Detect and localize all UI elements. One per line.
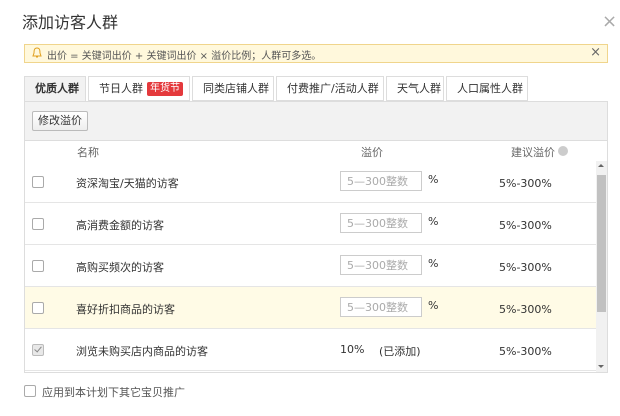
table-body: 资深淘宝/天猫的访客 5—300整数% 5%-300% 高消费金额的访客 5—300整数…	[24, 161, 597, 372]
column-header: 名称	[77, 146, 99, 159]
scrollbar[interactable]	[596, 161, 608, 372]
tab-bar: 优质人群 节日人群 年货节 同类店铺人群 付费推广/活动人群 天气人群 人口属性人群	[24, 76, 608, 102]
notice-close[interactable]: ×	[590, 45, 601, 60]
tab-label: 节日人群	[99, 82, 143, 95]
toolbar: 修改溢价	[24, 101, 608, 140]
bell-icon	[32, 47, 42, 58]
tab-label: 天气人群	[397, 82, 441, 95]
premium-input[interactable]: 5—300整数	[340, 213, 422, 233]
row-checkbox[interactable]	[32, 302, 44, 314]
row-checkbox[interactable]	[32, 260, 44, 272]
column-header: 建议溢价	[511, 146, 555, 159]
row-name: 资深淘宝/天猫的访客	[76, 177, 179, 190]
edit-premium-button[interactable]: 修改溢价	[32, 111, 88, 131]
table-bottom	[24, 372, 608, 373]
suggested-premium: 5%-300%	[499, 261, 552, 274]
footer-checkbox[interactable]	[24, 385, 36, 397]
premium-input[interactable]: 5—300整数	[340, 255, 422, 275]
row-checkbox[interactable]	[32, 218, 44, 230]
tab[interactable]: 付费推广/活动人群	[276, 76, 384, 101]
tab[interactable]: 节日人群 年货节	[88, 76, 190, 101]
tab[interactable]: 优质人群	[24, 76, 86, 101]
premium-input[interactable]: 5—300整数	[340, 171, 422, 191]
premium-unit: %	[428, 299, 439, 312]
table-row: 喜好折扣商品的访客 5—300整数% 5%-300%	[25, 287, 597, 329]
column-header: 溢价	[361, 146, 383, 159]
row-name: 喜好折扣商品的访客	[76, 303, 175, 316]
row-name: 高消费金额的访客	[76, 219, 164, 232]
notice-text: 出价 = 关键词出价 + 关键词出价 × 溢价比例；人群可多选。	[47, 51, 322, 62]
row-name: 高购买频次的访客	[76, 261, 164, 274]
suggested-premium: 5%-300%	[499, 177, 552, 190]
tab-label: 优质人群	[35, 82, 79, 95]
dialog-title: 添加访客人群	[22, 13, 119, 32]
premium-unit: %	[428, 257, 439, 270]
notice-bar: 出价 = 关键词出价 + 关键词出价 × 溢价比例；人群可多选。 ×	[24, 44, 608, 63]
tab[interactable]: 人口属性人群	[446, 76, 528, 101]
premium-unit: %	[428, 215, 439, 228]
table-row: 资深淘宝/天猫的访客 5—300整数% 5%-300%	[25, 161, 597, 203]
footer-label: 应用到本计划下其它宝贝推广	[42, 386, 185, 399]
table-row: 浏览未购买店内商品的访客 10% (已添加) 5%-300%	[25, 329, 597, 371]
tab-label: 付费推广/活动人群	[287, 82, 379, 95]
premium-unit: %	[428, 173, 439, 186]
suggested-premium: 5%-300%	[499, 219, 552, 232]
tab-label: 同类店铺人群	[203, 82, 269, 95]
scroll-thumb[interactable]	[597, 175, 606, 312]
tab[interactable]: 同类店铺人群	[192, 76, 274, 101]
suggested-premium: 5%-300%	[499, 345, 552, 358]
premium-value: 10%	[340, 343, 365, 356]
table-row: 高购买频次的访客 5—300整数% 5%-300%	[25, 245, 597, 287]
row-checkbox	[32, 344, 44, 356]
suggested-premium: 5%-300%	[499, 303, 552, 316]
table-row: 购买过店内商品的访客(已添加)	[25, 371, 597, 372]
table-row: 高消费金额的访客 5—300整数% 5%-300%	[25, 203, 597, 245]
tab[interactable]: 天气人群	[386, 76, 444, 101]
table-header: 名称 溢价 建议溢价	[24, 140, 608, 162]
tab-label: 人口属性人群	[457, 82, 523, 95]
row-checkbox[interactable]	[32, 176, 44, 188]
premium-input[interactable]: 5—300整数	[340, 297, 422, 317]
close-button[interactable]: ×	[602, 11, 618, 32]
row-name: 浏览未购买店内商品的访客	[76, 345, 208, 358]
tab-badge: 年货节	[147, 82, 183, 96]
help-icon[interactable]	[558, 146, 568, 156]
premium-status: (已添加)	[379, 345, 421, 358]
